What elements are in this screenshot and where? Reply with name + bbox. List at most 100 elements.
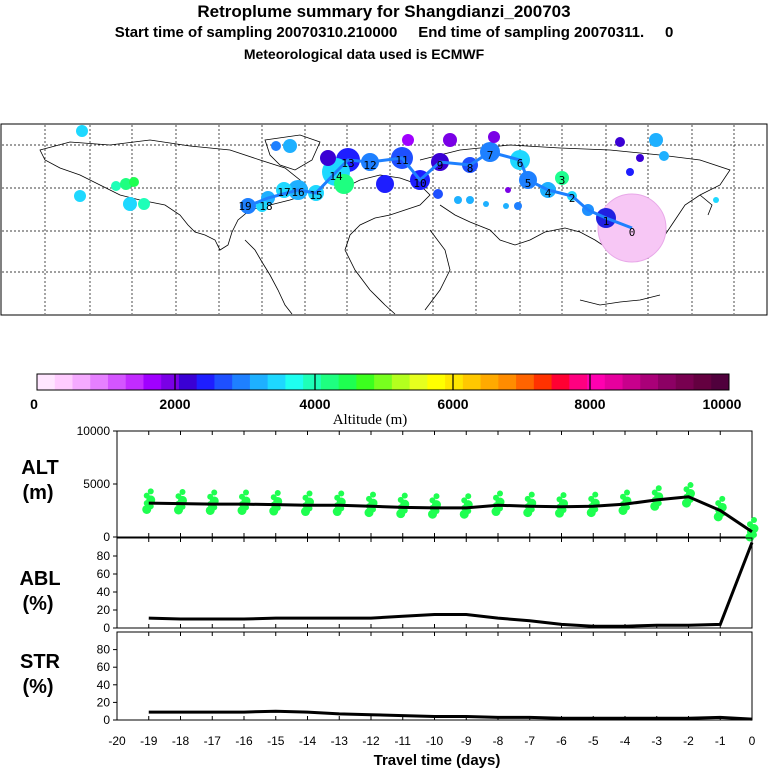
x-tick-label: -14: [299, 734, 317, 748]
colorbar-cell: [303, 374, 322, 390]
colorbar-cell: [232, 374, 251, 390]
plume-centroid-marker: [402, 134, 414, 146]
altitude-cluster-point: [433, 508, 440, 515]
y-tick-label: 10000: [77, 424, 111, 438]
altitude-cluster-point: [334, 494, 341, 501]
altitude-cluster-point: [243, 504, 249, 511]
altitude-cluster-point: [715, 500, 722, 507]
plume-day-label: 6: [517, 157, 524, 170]
colorbar-cell: [178, 374, 198, 390]
colorbar-cell: [675, 374, 695, 390]
altitude-cluster-point: [306, 505, 313, 512]
plume-day-label: 15: [309, 189, 322, 202]
plume-centroid-track: [247, 150, 633, 230]
plume-centroid-marker: [123, 197, 137, 211]
colorbar-tick-4000: 4000: [299, 396, 330, 412]
colorbar-cell: [533, 374, 553, 390]
y-tick-label: 0: [103, 621, 110, 635]
altitude-cluster-point: [683, 486, 690, 493]
altitude-cluster-point: [401, 507, 408, 514]
plume-centroid-marker: [454, 196, 462, 204]
colorbar-cell: [391, 374, 411, 390]
x-tick-label: -15: [267, 734, 285, 748]
plume-centroid-marker: [626, 168, 634, 176]
plume-centroid-marker: [433, 189, 443, 199]
y-tick-label: 80: [97, 549, 111, 563]
colorbar-cell: [125, 374, 144, 390]
altitude-cluster-point: [243, 489, 249, 496]
colorbar-tick-8000: 8000: [574, 396, 605, 412]
colorbar-cell: [622, 374, 641, 390]
y-tick-label: 20: [97, 603, 111, 617]
colorbar-cell: [587, 374, 606, 390]
colorbar-cell: [107, 374, 127, 390]
plume-centroid-marker: [443, 133, 457, 147]
plume-centroid-marker: [649, 133, 663, 147]
x-tick-label: -20: [108, 734, 126, 748]
colorbar-cell: [249, 374, 269, 390]
x-tick-label: -2: [683, 734, 694, 748]
colorbar-cell: [161, 374, 180, 390]
x-tick-label: -4: [620, 734, 631, 748]
x-tick-label: 0: [749, 734, 756, 748]
y-tick-label: 40: [97, 585, 111, 599]
plume-centroid-marker: [283, 139, 297, 153]
plume-day-label: 10: [413, 177, 426, 190]
plume-centroid-marker: [466, 196, 474, 204]
colorbar-cell: [480, 374, 499, 390]
altitude-cluster-point: [370, 506, 376, 513]
colorbar-cell: [72, 374, 91, 390]
altitude-cluster-point: [560, 506, 567, 513]
y-tick-label: 60: [97, 567, 111, 581]
altitude-cluster-point: [306, 490, 313, 497]
altitude-cluster-point: [302, 494, 309, 501]
colorbar-cell: [693, 374, 712, 390]
colorbar-cell: [551, 374, 570, 390]
altitude-cluster-point: [461, 497, 468, 504]
altitude-cluster-point: [560, 492, 567, 499]
altitude-cluster-point: [624, 504, 630, 511]
colorbar-cell: [604, 374, 624, 390]
series-line-str: [148, 709, 753, 721]
altitude-cluster-point: [528, 506, 535, 513]
altitude-cluster-point: [592, 506, 599, 513]
colorbar-cell: [196, 374, 215, 390]
str-panel-unit: (%): [22, 676, 53, 698]
altitude-cluster-point: [433, 493, 440, 500]
colorbar-cell: [285, 374, 304, 390]
colorbar-label: Altitude (m): [333, 412, 408, 428]
plume-day-label: 3: [559, 174, 566, 187]
colorbar-cell: [320, 374, 340, 390]
colorbar-cell: [214, 374, 233, 390]
panel-abl: 0 20 40 60 80: [97, 537, 754, 635]
plume-day-label: 9: [437, 159, 444, 172]
altitude-cluster-point: [270, 494, 277, 501]
plume-centroid-marker: [488, 131, 500, 143]
x-tick-label: -8: [493, 734, 504, 748]
colorbar-tick-10000: 10000: [703, 396, 742, 412]
plume-day-label: 0: [629, 226, 636, 239]
series-line-abl: [148, 541, 754, 628]
colorbar-cell: [711, 374, 730, 390]
plume-centroid-marker: [659, 151, 669, 161]
plume-day-label: 12: [363, 159, 376, 172]
plume-day-label: 1: [603, 215, 610, 228]
colorbar-cell: [640, 374, 659, 390]
plume-centroid-marker: [636, 154, 644, 162]
plume-centroid-marker: [555, 171, 569, 185]
altitude-cluster-point: [651, 489, 658, 496]
str-panel-label: STR: [20, 651, 61, 673]
altitude-cluster-point: [620, 493, 626, 500]
y-tick-label: 40: [97, 678, 111, 692]
colorbar-cell: [90, 374, 109, 390]
colorbar-cell: [569, 374, 588, 390]
colorbar-cell: [374, 374, 393, 390]
plume-centroid-marker: [76, 125, 88, 137]
series-line-alt: [148, 495, 753, 533]
plume-centroid-marker: [483, 201, 489, 207]
plume-day-label: 14: [329, 170, 343, 183]
x-tick-label: -5: [588, 734, 599, 748]
